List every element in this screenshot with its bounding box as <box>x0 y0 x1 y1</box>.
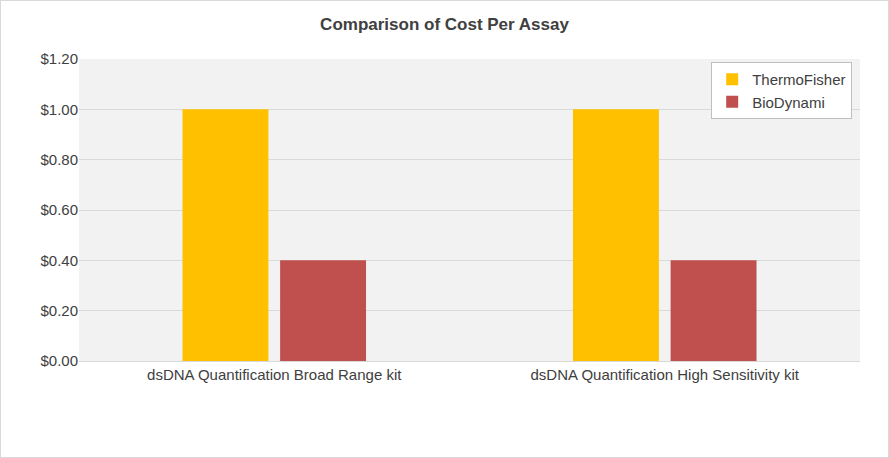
svg-text:$0.40: $0.40 <box>40 252 78 269</box>
svg-text:ThermoFisher: ThermoFisher <box>752 71 845 88</box>
svg-text:BioDynami: BioDynami <box>752 94 825 111</box>
svg-text:Comparison of Cost Per Assay: Comparison of Cost Per Assay <box>320 15 569 34</box>
svg-text:$1.00: $1.00 <box>40 101 78 118</box>
svg-text:$0.80: $0.80 <box>40 151 78 168</box>
svg-text:dsDNA Quantification Broad Ran: dsDNA Quantification Broad Range kit <box>147 366 402 383</box>
svg-text:$0.20: $0.20 <box>40 302 78 319</box>
svg-text:$1.20: $1.20 <box>40 50 78 67</box>
svg-text:dsDNA Quantification High Sens: dsDNA Quantification High Sensitivity ki… <box>531 366 800 383</box>
svg-text:$0.60: $0.60 <box>40 201 78 218</box>
svg-text:$0.00: $0.00 <box>40 352 78 369</box>
